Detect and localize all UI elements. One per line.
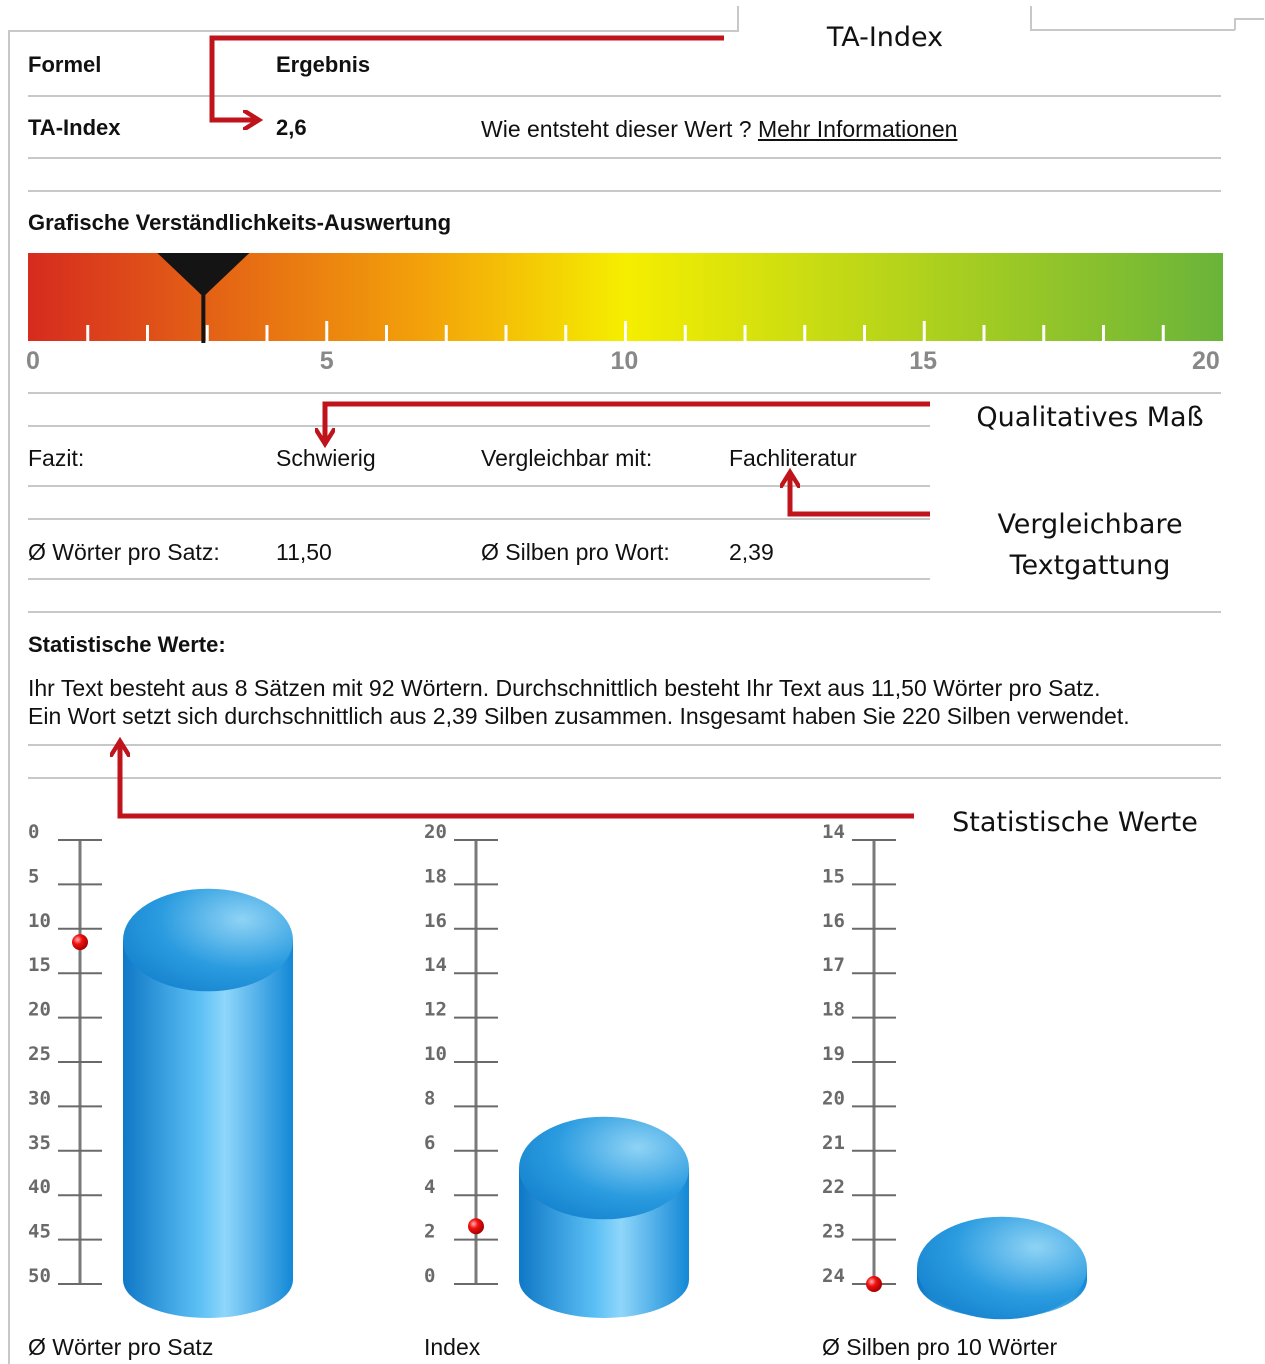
chart-tick-label: 10 — [424, 1043, 447, 1065]
stats-title: Statistische Werte: — [28, 632, 226, 657]
formel-header: Formel — [28, 52, 102, 77]
chart-tick-label: 17 — [822, 954, 845, 976]
chart-tick-label: 0 — [28, 821, 39, 843]
chart-tick-label: 25 — [28, 1043, 51, 1065]
info-text: Wie entsteht dieser Wert ? Mehr Informat… — [481, 116, 957, 143]
chart-tick-label: 8 — [424, 1087, 435, 1109]
chart-xlabel-index: Index — [424, 1334, 481, 1360]
divider — [28, 425, 930, 427]
chart-tick-label: 20 — [822, 1087, 845, 1109]
gauge-title: Grafische Verständlichkeits-Auswertung — [28, 210, 452, 235]
chart-xlabel-silben: Ø Silben pro 10 Wörter — [822, 1334, 1058, 1360]
chart-bar-top — [917, 1216, 1087, 1320]
divider — [28, 578, 930, 580]
chart-tick-label: 35 — [28, 1132, 51, 1154]
silben-value: 2,39 — [729, 539, 774, 565]
frame-top-notch-left — [737, 6, 739, 32]
statistics-charts: 0510152025303540455020181614121086420141… — [28, 821, 1087, 1320]
chart-value-marker — [72, 934, 88, 951]
chart-tick-label: 30 — [28, 1087, 51, 1109]
chart-tick-label: 14 — [822, 821, 845, 843]
fazit-value: Schwierig — [276, 445, 376, 471]
frame-left-line — [8, 32, 10, 1364]
woerter-value: 11,50 — [276, 539, 332, 565]
chart-tick-label: 5 — [28, 865, 39, 887]
gauge-scale-label: 5 — [319, 347, 334, 375]
vergleich-label: Vergleichbar mit: — [481, 445, 653, 471]
chart-tick-label: 6 — [424, 1132, 435, 1154]
arrow-ta-index — [209, 35, 724, 120]
chart-tick-label: 16 — [424, 910, 447, 932]
frame-top-right-corner — [1234, 18, 1236, 30]
frame-top-notch-right — [1030, 6, 1032, 30]
stats-line-1: Ihr Text besteht aus 8 Sätzen mit 92 Wör… — [28, 675, 1101, 701]
gauge-scale-label: 20 — [1192, 347, 1220, 375]
chart-tick-label: 24 — [822, 1265, 845, 1287]
frame-top-right-line — [1030, 29, 1235, 31]
woerter-label: Ø Wörter pro Satz: — [28, 539, 220, 565]
chart-tick-label: 40 — [28, 1176, 51, 1198]
callout-textgattung: Textgattung — [1009, 550, 1171, 581]
arrow-statistische-werte — [120, 745, 914, 819]
chart-tick-label: 19 — [822, 1043, 845, 1065]
chart-tick-label: 20 — [424, 821, 447, 843]
chart-tick-label: 50 — [28, 1265, 51, 1287]
gauge-overlay — [86, 253, 1165, 343]
chart-value-marker — [468, 1218, 484, 1235]
ergebnis-header: Ergebnis — [276, 52, 371, 77]
divider — [28, 611, 1221, 613]
chart-tick-label: 23 — [822, 1221, 845, 1243]
frame-top-right-stub — [1234, 18, 1264, 20]
divider — [28, 392, 1221, 394]
info-question: Wie entsteht dieser Wert ? — [481, 116, 752, 142]
chart-tick-label: 15 — [822, 865, 845, 887]
chart-bar-top — [519, 1116, 689, 1220]
gauge-scale-label: 0 — [26, 347, 40, 375]
callout-ta-index: TA-Index — [826, 22, 944, 53]
divider — [28, 777, 1221, 779]
callout-statistische-werte: Statistische Werte — [952, 807, 1198, 838]
divider — [28, 518, 930, 520]
chart-tick-label: 18 — [822, 999, 845, 1021]
chart-tick-label: 4 — [424, 1176, 435, 1198]
chart-bar — [123, 940, 293, 1318]
callout-qualitatives-mass: Qualitatives Maß — [976, 402, 1204, 433]
fazit-label: Fazit: — [28, 445, 85, 471]
frame-top-line — [8, 30, 738, 32]
divider — [28, 157, 1221, 159]
vergleich-value: Fachliteratur — [729, 445, 857, 471]
chart-tick-label: 2 — [424, 1221, 435, 1243]
chart-tick-label: 22 — [822, 1176, 845, 1198]
chart-tick-label: 20 — [28, 999, 51, 1021]
ta-index-label: TA-Index — [28, 115, 121, 140]
chart-xlabel-woerter: Ø Wörter pro Satz — [28, 1334, 214, 1360]
chart-bar-top — [123, 888, 293, 992]
gauge-scale-label: 15 — [909, 347, 938, 375]
more-info-link[interactable]: Mehr Informationen — [757, 116, 958, 142]
arrow-qualitatives-mass — [325, 401, 930, 440]
divider — [28, 95, 1221, 97]
chart-tick-label: 10 — [28, 910, 51, 932]
divider — [28, 744, 1221, 746]
chart-tick-label: 16 — [822, 910, 845, 932]
callout-vergleichbare: Vergleichbare — [997, 509, 1183, 540]
arrow-textgattung — [790, 476, 930, 517]
chart-tick-label: 12 — [424, 999, 447, 1021]
chart-tick-label: 0 — [424, 1265, 435, 1287]
gauge-pointer — [157, 253, 250, 343]
silben-label: Ø Silben pro Wort: — [481, 539, 670, 565]
divider — [28, 485, 930, 487]
divider — [28, 190, 1221, 192]
chart-tick-label: 21 — [822, 1132, 845, 1154]
stats-line-2: Ein Wort setzt sich durchschnittlich aus… — [28, 703, 1130, 729]
chart-tick-label: 15 — [28, 954, 51, 976]
chart-tick-label: 14 — [424, 954, 447, 976]
chart-tick-label: 45 — [28, 1221, 51, 1243]
ta-index-value: 2,6 — [276, 115, 307, 140]
chart-value-marker — [866, 1276, 882, 1292]
gauge-scale-label: 10 — [610, 347, 639, 375]
chart-tick-label: 18 — [424, 865, 447, 887]
